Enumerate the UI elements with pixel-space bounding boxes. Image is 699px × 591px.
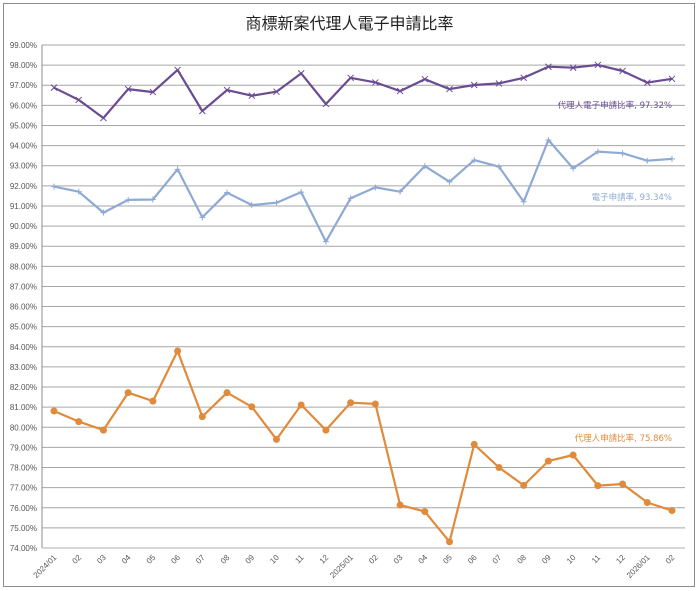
data-point xyxy=(669,156,675,162)
y-tick-label: 86.00% xyxy=(10,303,37,312)
x-tick-label: 05 xyxy=(441,553,454,566)
y-tick-label: 75.00% xyxy=(10,524,37,533)
series-lines xyxy=(51,62,676,545)
data-point xyxy=(149,398,156,405)
y-tick-label: 79.00% xyxy=(10,443,37,452)
data-point xyxy=(495,464,502,471)
x-tick-label: 12 xyxy=(318,553,331,566)
x-tick-label: 04 xyxy=(120,553,133,566)
x-tick-label: 10 xyxy=(565,553,578,566)
data-point xyxy=(248,403,255,410)
y-tick-label: 96.00% xyxy=(10,101,37,110)
y-tick-label: 89.00% xyxy=(10,242,37,251)
x-tick-label: 2025/01 xyxy=(328,553,355,580)
y-tick-label: 82.00% xyxy=(10,383,37,392)
data-point xyxy=(125,389,132,396)
x-tick-label: 09 xyxy=(540,553,553,566)
x-tick-label: 11 xyxy=(590,553,603,566)
data-point xyxy=(372,400,379,407)
x-tick-label: 11 xyxy=(293,553,306,566)
y-axis: 74.00% 75.00% 76.00% 77.00% 78.00% 79.00% 80.0… xyxy=(10,41,685,553)
data-point xyxy=(323,101,329,107)
series-data-label: 代理人申請比率, 75.86% xyxy=(575,433,672,444)
data-point xyxy=(273,436,280,443)
y-tick-label: 91.00% xyxy=(10,202,37,211)
y-tick-label: 81.00% xyxy=(10,403,37,412)
y-tick-label: 85.00% xyxy=(10,323,37,332)
x-tick-label: 08 xyxy=(515,553,528,566)
y-tick-label: 87.00% xyxy=(10,282,37,291)
data-point xyxy=(520,482,527,489)
data-point xyxy=(620,150,626,156)
y-tick-label: 92.00% xyxy=(10,182,37,191)
data-point xyxy=(421,508,428,515)
x-tick-label: 10 xyxy=(268,553,281,566)
x-tick-label: 02 xyxy=(664,553,677,566)
data-point xyxy=(51,184,57,190)
y-tick-label: 77.00% xyxy=(10,484,37,493)
data-point xyxy=(100,427,107,434)
series-+ xyxy=(51,137,675,245)
data-point xyxy=(322,427,329,434)
y-tick-label: 84.00% xyxy=(10,343,37,352)
data-point xyxy=(199,108,205,114)
data-point xyxy=(644,499,651,506)
data-point xyxy=(594,482,601,489)
y-tick-label: 78.00% xyxy=(10,464,37,473)
data-point xyxy=(174,348,181,355)
x-tick-label: 2024/01 xyxy=(32,553,59,580)
data-point xyxy=(446,538,453,545)
x-tick-label: 07 xyxy=(194,553,207,566)
data-point xyxy=(175,67,181,73)
x-tick-label: 07 xyxy=(491,553,504,566)
y-tick-label: 95.00% xyxy=(10,121,37,130)
data-point xyxy=(298,401,305,408)
data-point xyxy=(298,70,304,76)
data-point xyxy=(669,507,676,514)
y-tick-label: 93.00% xyxy=(10,162,37,171)
y-tick-label: 90.00% xyxy=(10,222,37,231)
y-tick-label: 99.00% xyxy=(10,41,37,50)
data-point xyxy=(347,399,354,406)
data-point xyxy=(199,413,206,420)
y-tick-label: 98.00% xyxy=(10,61,37,70)
line-chart: 74.00% 75.00% 76.00% 77.00% 78.00% 79.00% 80.0… xyxy=(0,0,699,591)
x-tick-label: 12 xyxy=(614,553,627,566)
series-data-label: 代理人電子申請比率, 97.32% xyxy=(558,100,672,111)
y-tick-label: 88.00% xyxy=(10,262,37,271)
x-tick-label: 06 xyxy=(466,553,479,566)
y-tick-label: 74.00% xyxy=(10,544,37,553)
y-tick-label: 83.00% xyxy=(10,363,37,372)
data-point xyxy=(644,158,650,164)
y-tick-label: 80.00% xyxy=(10,423,37,432)
x-tick-label: 04 xyxy=(417,553,430,566)
series-data-label: 電子申請率, 93.34% xyxy=(592,192,672,203)
data-point xyxy=(75,418,82,425)
x-axis: 2024/0102030405060708091011122025/010203… xyxy=(32,553,677,580)
x-tick-label: 06 xyxy=(169,553,182,566)
data-point xyxy=(100,115,106,121)
gridlines xyxy=(42,45,685,528)
data-point xyxy=(545,458,552,465)
data-point xyxy=(471,441,478,448)
x-tick-label: 03 xyxy=(392,553,405,566)
x-tick-label: 2026/01 xyxy=(625,553,652,580)
data-point xyxy=(619,481,626,488)
y-tick-label: 97.00% xyxy=(10,81,37,90)
y-tick-label: 76.00% xyxy=(10,504,37,513)
series-x xyxy=(51,62,675,121)
y-tick-label: 94.00% xyxy=(10,142,37,151)
x-tick-label: 02 xyxy=(70,553,83,566)
x-tick-label: 03 xyxy=(95,553,108,566)
data-point xyxy=(570,452,577,459)
x-tick-label: 02 xyxy=(367,553,380,566)
data-point xyxy=(397,501,404,508)
data-point xyxy=(51,407,58,414)
data-point xyxy=(224,389,231,396)
x-tick-label: 09 xyxy=(244,553,257,566)
x-tick-label: 05 xyxy=(145,553,158,566)
x-tick-label: 08 xyxy=(219,553,232,566)
series-circle xyxy=(51,348,676,546)
